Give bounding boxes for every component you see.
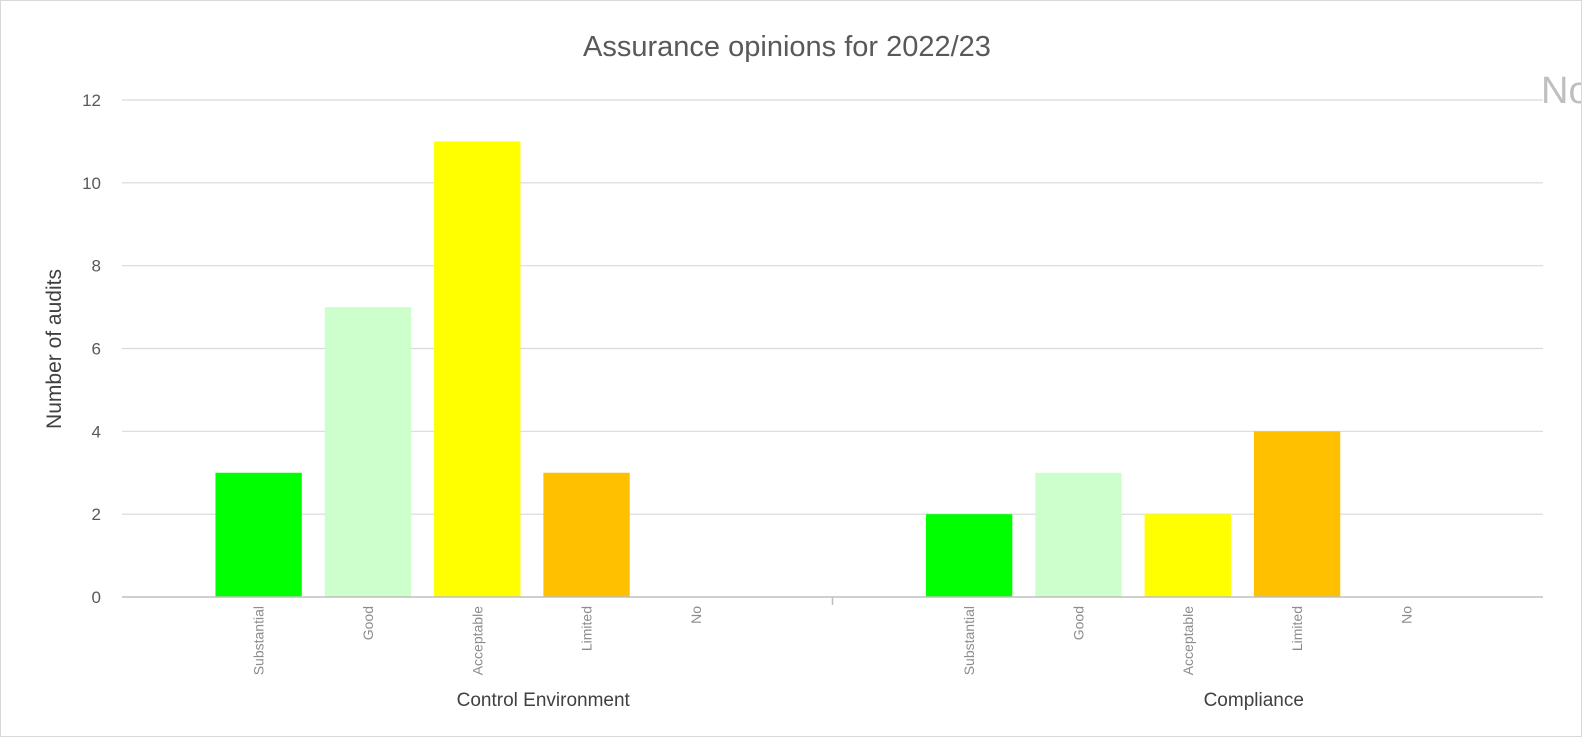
y-tick-label: 0 xyxy=(92,588,101,607)
y-tick-label: 10 xyxy=(82,174,101,193)
category-tick-label: Substantial xyxy=(961,606,977,675)
bar-control-environment-acceptable xyxy=(434,141,521,597)
bar-compliance-acceptable xyxy=(1144,514,1231,597)
category-tick-label: No xyxy=(688,606,704,624)
category-tick-label: Acceptable xyxy=(1180,606,1196,675)
bar-compliance-substantial xyxy=(925,514,1013,597)
bar-control-environment-limited xyxy=(543,472,630,597)
bar-control-environment-good xyxy=(324,307,412,597)
y-tick-label: 12 xyxy=(82,91,101,110)
category-tick-label: Good xyxy=(360,606,376,640)
y-axis-title: Number of audits xyxy=(43,269,66,429)
bars xyxy=(215,141,1341,597)
chart-title: Assurance opinions for 2022/23 xyxy=(583,31,991,63)
y-tick-label: 2 xyxy=(92,505,101,524)
y-tick-label: 6 xyxy=(92,340,101,359)
bar-control-environment-substantial xyxy=(215,472,302,597)
y-tick-label: 4 xyxy=(92,422,101,441)
y-tick-label: 8 xyxy=(92,257,101,276)
category-tick-label: Substantial xyxy=(251,606,267,675)
category-tick-label: No xyxy=(1398,606,1414,624)
clipped-overflow-text: No xyxy=(1541,70,1581,112)
category-tick-label: Limited xyxy=(1289,606,1305,651)
category-tick-label: Good xyxy=(1070,606,1086,640)
bar-compliance-good xyxy=(1035,472,1122,597)
category-tick-label: Limited xyxy=(579,606,595,651)
group-label: Control Environment xyxy=(457,690,631,711)
group-label: Compliance xyxy=(1204,690,1304,711)
x-axis: Substantial Good Acceptable Limited No Contro… xyxy=(122,596,1543,711)
bar-compliance-limited xyxy=(1253,431,1341,597)
category-tick-label: Acceptable xyxy=(469,606,485,675)
